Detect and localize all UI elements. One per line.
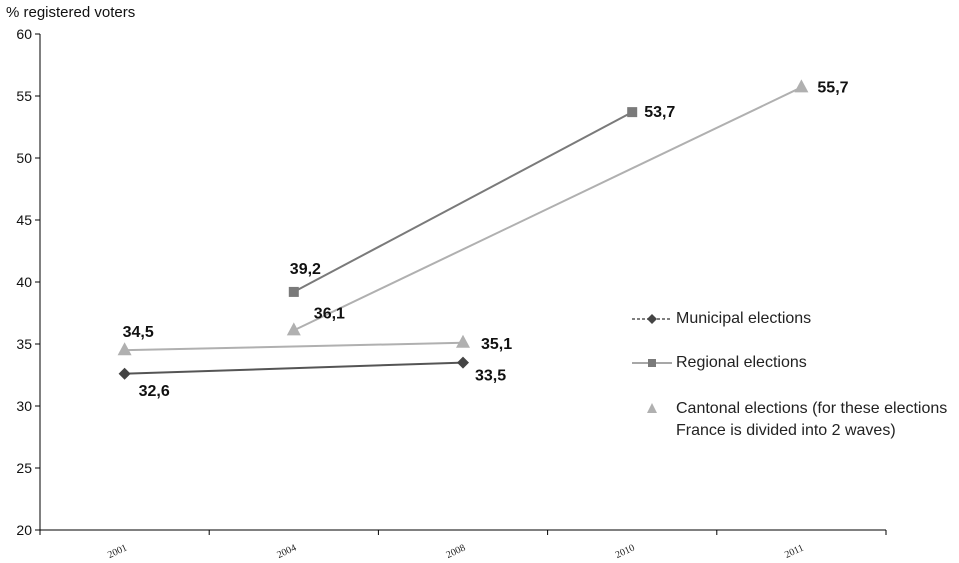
y-tick-label: 20 xyxy=(16,522,32,538)
legend-swatch-regional xyxy=(632,359,672,367)
diamond-marker xyxy=(457,356,469,369)
data-label: 55,7 xyxy=(817,79,848,96)
diamond-marker xyxy=(118,367,131,380)
x-tick-label: 2008 xyxy=(445,543,468,561)
y-tick-label: 50 xyxy=(16,150,32,166)
legend-swatch-municipal xyxy=(632,314,672,324)
y-tick-label: 60 xyxy=(16,26,32,42)
square-marker xyxy=(288,286,299,297)
y-tick-label: 30 xyxy=(16,398,32,414)
x-tick-label: 2010 xyxy=(614,543,637,561)
series-line xyxy=(124,341,464,352)
square-marker xyxy=(627,107,638,118)
y-axis-title: % registered voters xyxy=(6,4,136,21)
data-label: 53,7 xyxy=(644,104,675,121)
series-line xyxy=(124,361,464,375)
y-tick-label: 40 xyxy=(16,274,32,290)
axes: 20 25 30 35 40 45 50 55 60 2001 2004 2008 2010 2011 xyxy=(16,26,887,561)
series-line xyxy=(293,111,633,293)
triangle-marker xyxy=(117,342,132,356)
triangle-marker xyxy=(794,79,809,93)
triangle-marker xyxy=(286,322,301,336)
x-tick-label: 2001 xyxy=(106,543,129,561)
data-labels: 32,6 33,5 39,2 53,7 34,5 36,1 35,1 55,7 xyxy=(123,79,849,399)
series-lines xyxy=(124,86,802,375)
x-tick-label: 2011 xyxy=(783,543,805,561)
legend-item-cantonal: Cantonal elections (for these elections … xyxy=(628,398,947,442)
data-label: 34,5 xyxy=(123,324,154,341)
y-tick-label: 35 xyxy=(16,336,32,352)
y-tick-label: 45 xyxy=(16,212,32,228)
data-label: 36,1 xyxy=(314,305,345,322)
data-label: 32,6 xyxy=(139,383,170,400)
legend-item-regional: Regional elections xyxy=(628,352,807,374)
x-tick-label: 2004 xyxy=(275,543,298,561)
data-label: 35,1 xyxy=(481,336,512,353)
y-tick-label: 25 xyxy=(16,460,32,476)
legend-item-municipal: Municipal elections xyxy=(628,308,811,330)
data-label: 33,5 xyxy=(475,368,506,385)
series-markers xyxy=(117,79,809,380)
data-label: 39,2 xyxy=(290,261,321,278)
legend-swatch-cantonal xyxy=(647,403,657,413)
y-tick-label: 55 xyxy=(16,88,32,104)
legend-label-regional: Regional elections xyxy=(676,354,807,371)
triangle-marker xyxy=(456,334,470,348)
series-line xyxy=(293,86,802,332)
legend-label-cantonal: Cantonal elections (for these elections … xyxy=(676,400,948,439)
legend-label-municipal: Municipal elections xyxy=(676,310,812,327)
